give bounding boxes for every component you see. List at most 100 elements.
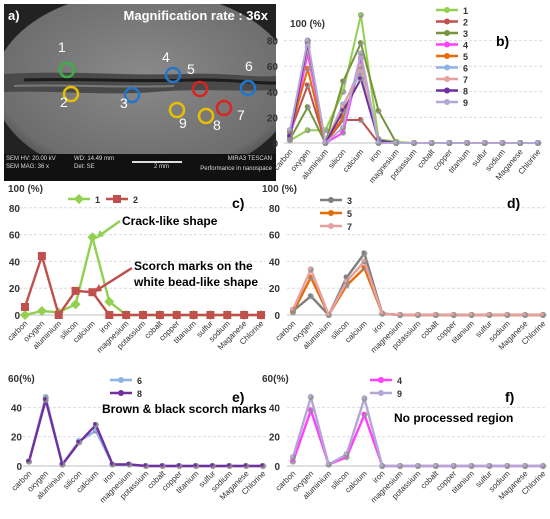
data-point-3 [358, 40, 362, 44]
data-point-7 [361, 258, 366, 263]
spot-label-6: 6 [245, 58, 253, 74]
data-point-8 [210, 463, 214, 467]
sem-footer-brand: MIRA3 TESCAN [227, 156, 272, 162]
legend-label-1: 1 [463, 6, 468, 16]
sem-footer-det: Det: SE [74, 164, 95, 170]
legend-label-7: 7 [347, 222, 352, 232]
data-point-9 [393, 140, 398, 144]
y-tick-label: 80 [269, 204, 281, 215]
spot-label-7: 7 [237, 107, 245, 123]
y-tick-label: 0 [16, 462, 22, 473]
legend-label-9: 9 [397, 389, 402, 399]
y-tick-label: 0 [274, 462, 280, 473]
chart-panel-f: 0204060(%)carbonoxygenaluminiumsiliconca… [262, 374, 548, 505]
legend-label-3: 3 [347, 196, 352, 206]
data-point-1 [70, 299, 81, 310]
data-point-9 [361, 395, 366, 400]
legend-label-2: 2 [463, 18, 468, 28]
data-point-7 [379, 310, 384, 315]
legend-marker-6 [444, 64, 450, 71]
data-point-7 [450, 312, 455, 316]
spot-label-1: 1 [58, 39, 66, 55]
data-point-9 [486, 463, 491, 467]
data-point-3 [361, 250, 366, 255]
data-point-2 [21, 302, 29, 311]
legend-label-1: 1 [95, 195, 100, 205]
data-point-2 [139, 311, 147, 319]
data-point-8 [159, 463, 164, 467]
legend-label-8: 8 [137, 389, 142, 399]
y-axis-label: 100 (%) [8, 184, 43, 195]
y-axis-label: 60(%) [262, 374, 289, 385]
data-point-2 [122, 311, 131, 319]
data-point-9 [415, 463, 419, 467]
data-point-1 [87, 232, 98, 243]
annotation-text: Brown & black scorch marks [102, 402, 267, 416]
data-point-7 [340, 104, 344, 108]
annotation-text: white bead-like shape [133, 275, 258, 289]
data-point-2 [37, 252, 46, 261]
analysis-spot-6 [191, 80, 209, 98]
data-point-2 [54, 311, 63, 319]
annotation-text: Crack-like shape [122, 214, 218, 228]
data-point-9 [290, 454, 294, 459]
data-point-9 [375, 140, 380, 144]
data-point-4 [361, 411, 366, 416]
data-point-2 [240, 311, 249, 319]
legend-marker-2 [444, 18, 450, 25]
legend-marker-1 [444, 7, 450, 13]
legend-marker-9 [444, 99, 450, 105]
legend-marker-8 [118, 390, 124, 396]
y-tick-label: 60 [9, 231, 21, 242]
data-point-2 [172, 311, 181, 319]
legend-marker-7 [444, 76, 450, 82]
y-tick-label: 20 [267, 113, 279, 124]
data-point-9 [517, 140, 522, 144]
data-point-7 [504, 312, 509, 316]
annotation-text: No processed region [394, 411, 513, 425]
data-point-8 [126, 461, 131, 466]
legend-marker-3 [328, 197, 334, 203]
panel-label-b: b) [496, 33, 509, 49]
data-point-9 [397, 463, 401, 467]
data-point-9 [504, 463, 509, 467]
legend-marker-4 [378, 377, 384, 383]
data-point-9 [482, 140, 486, 144]
analysis-spot-9 [197, 107, 215, 125]
data-point-3 [340, 78, 344, 83]
analysis-spot-5 [164, 66, 182, 84]
data-point-3 [304, 104, 309, 108]
data-point-7 [486, 312, 491, 316]
data-point-6 [93, 428, 97, 432]
spot-label-2: 2 [60, 94, 68, 110]
data-point-9 [379, 463, 384, 467]
legend-marker-6 [118, 377, 124, 383]
y-tick-label: 40 [9, 257, 21, 268]
scale-bar [132, 161, 182, 163]
legend-label-4: 4 [397, 376, 402, 386]
data-point-8 [42, 397, 47, 401]
sem-footer-wd: WD: 14.49 mm [74, 156, 115, 162]
legend-label-7: 7 [463, 75, 468, 85]
y-tick-label: 20 [269, 284, 281, 295]
data-point-8 [226, 463, 231, 467]
data-point-8 [76, 439, 80, 444]
sem-image: 1 2 3 4 5 6 78 9 [4, 4, 276, 181]
data-point-9 [411, 140, 415, 144]
data-point-3 [343, 274, 348, 279]
data-point-9 [343, 451, 348, 456]
y-tick-label: 40 [267, 88, 279, 99]
data-point-7 [397, 312, 401, 316]
data-point-8 [243, 463, 248, 467]
y-tick-label: 20 [269, 433, 281, 444]
data-point-2 [71, 286, 80, 295]
data-point-9 [287, 127, 291, 131]
data-point-8 [143, 463, 147, 467]
legend-label-8: 8 [463, 87, 468, 97]
data-point-9 [304, 37, 309, 42]
y-tick-label: 20 [11, 433, 23, 444]
